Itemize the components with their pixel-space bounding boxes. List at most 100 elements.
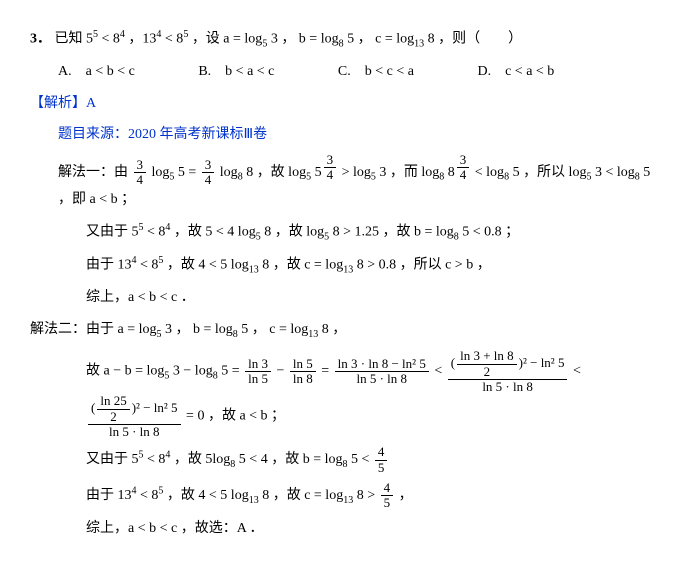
- fraction: 45: [375, 445, 388, 475]
- text: 3 < log: [591, 165, 634, 180]
- denominator: ln 8: [290, 372, 316, 386]
- inner-fraction: ln 252: [97, 394, 129, 424]
- denominator: ln 5 · ln 8: [448, 380, 568, 394]
- denominator: 4: [324, 168, 337, 182]
- text: 8: [444, 165, 455, 180]
- text: 3 ， b = log: [162, 322, 233, 337]
- text: <: [573, 364, 581, 379]
- method2-line3: 又由于 55 < 84 ，故 5log8 5 < 4 ，故 b = log8 5…: [30, 445, 662, 475]
- numerator: ln 25: [97, 394, 129, 409]
- sub: 13: [249, 264, 259, 275]
- fraction: ln 5ln 8: [290, 357, 316, 387]
- text: log: [220, 165, 238, 180]
- fraction: ln 3 · ln 8 − ln² 5ln 5 · ln 8: [335, 357, 429, 387]
- text: 8 ，: [318, 322, 346, 337]
- question-number: 3．: [30, 32, 51, 47]
- text: 5 < 0.8 ；: [459, 224, 519, 239]
- text: < log: [475, 165, 504, 180]
- text: )² − ln² 5: [132, 400, 178, 415]
- source-label: 题目来源：2020 年高考新课标Ⅲ卷: [30, 122, 662, 147]
- text: 8 ，故 c = log: [259, 258, 344, 273]
- option-b: B. b < a < c: [198, 59, 274, 84]
- denominator: 2: [457, 365, 517, 379]
- denominator: 5: [381, 496, 394, 510]
- method2-line5: 综上，a < b < c ，故选：A ．: [30, 516, 662, 541]
- text: ，故 5 < 4 log: [170, 224, 255, 239]
- exp-frac: 34: [322, 162, 339, 173]
- denominator: ln 5: [245, 372, 271, 386]
- text: 解法二：由于 a = log: [30, 322, 157, 337]
- denominator: 2: [97, 410, 129, 424]
- text: 5 ，所以 log: [509, 165, 586, 180]
- denominator: 4: [134, 173, 147, 187]
- numerator: ln 3 + ln 8: [457, 349, 517, 364]
- options-row: A. a < b < c B. b < a < c C. b < c < a D…: [30, 59, 662, 84]
- text: 故 a − b = log: [86, 364, 164, 379]
- text: > log: [342, 165, 371, 180]
- sub: 13: [249, 495, 259, 506]
- numerator: 4: [375, 445, 388, 460]
- text: 5 =: [218, 364, 243, 379]
- text: 8 ，故 c = log: [259, 488, 344, 503]
- fraction: 34: [134, 158, 147, 188]
- numerator: (ln 252)² − ln² 5: [88, 394, 181, 425]
- text: 3 − log: [169, 364, 212, 379]
- stem-text: 已知 5: [55, 32, 94, 47]
- text: 解法一：由: [58, 165, 132, 180]
- text: −: [276, 364, 287, 379]
- text: 5 <: [347, 452, 372, 467]
- option-d: D. c < a < b: [477, 59, 554, 84]
- text: 由于 13: [86, 488, 132, 503]
- text: < 8: [137, 488, 159, 503]
- text: 8 ，故 log: [243, 165, 306, 180]
- stem-text: < 8: [98, 32, 120, 47]
- method1-line4: 综上，a < b < c ．: [30, 285, 662, 310]
- text: 8 >: [353, 488, 378, 503]
- denominator: 5: [375, 461, 388, 475]
- numerator: 3: [324, 153, 337, 168]
- numerator: 3: [202, 158, 215, 173]
- method1-line2: 又由于 55 < 84 ，故 5 < 4 log5 8 ，故 log5 8 > …: [30, 219, 662, 246]
- fraction: ln 3ln 5: [245, 357, 271, 387]
- text: 5 ， c = log: [238, 322, 309, 337]
- text: 5 =: [174, 165, 199, 180]
- sub: 13: [343, 264, 353, 275]
- text: )² − ln² 5: [519, 355, 565, 370]
- option-a: A. a < b < c: [58, 59, 135, 84]
- text: 8 > 0.8 ，所以 c > b ，: [353, 258, 491, 273]
- text: =: [321, 364, 332, 379]
- stem-text: 3 ， b = log: [267, 32, 338, 47]
- denominator: 4: [202, 173, 215, 187]
- text: (: [91, 400, 95, 415]
- text: 又由于 5: [86, 452, 139, 467]
- numerator: 3: [457, 153, 470, 168]
- text: < 8: [144, 224, 166, 239]
- denominator: ln 5 · ln 8: [88, 425, 181, 439]
- text: 3 ，而 log: [376, 165, 439, 180]
- sub: 13: [308, 328, 318, 339]
- method2-line1: 解法二：由于 a = log5 3 ， b = log8 5 ， c = log…: [30, 317, 662, 344]
- stem-text: 8 ，则（ ）: [424, 32, 522, 47]
- method1-line1: 解法一：由 34 log5 5 = 34 log8 8 ，故 log5 534 …: [30, 153, 662, 213]
- answer-label: 【解析】A: [30, 91, 662, 116]
- denominator: 4: [457, 168, 470, 182]
- stem-text: < 8: [161, 32, 183, 47]
- denominator: ln 5 · ln 8: [335, 372, 429, 386]
- text: ，: [399, 488, 413, 503]
- method2-line2: 故 a − b = log5 3 − log8 5 = ln 3ln 5 − l…: [30, 349, 662, 439]
- option-c: C. b < c < a: [338, 59, 414, 84]
- text: <: [434, 364, 445, 379]
- stem-text: ，设 a = log: [188, 32, 262, 47]
- method1-line3: 由于 134 < 85 ，故 4 < 5 log13 8 ，故 c = log1…: [30, 252, 662, 279]
- text: 5: [311, 165, 322, 180]
- text: 8 > 1.25 ，故 b = log: [329, 224, 454, 239]
- text: < 8: [137, 258, 159, 273]
- text: < 8: [144, 452, 166, 467]
- text: 8 ，故 log: [261, 224, 324, 239]
- text: = 0 ，故 a < b ；: [186, 409, 285, 424]
- stem-text: ，13: [125, 32, 157, 47]
- numerator: 3: [134, 158, 147, 173]
- exp-frac: 34: [455, 162, 472, 173]
- fraction: (ln 252)² − ln² 5 ln 5 · ln 8: [88, 394, 181, 439]
- inner-fraction: ln 3 + ln 82: [457, 349, 517, 379]
